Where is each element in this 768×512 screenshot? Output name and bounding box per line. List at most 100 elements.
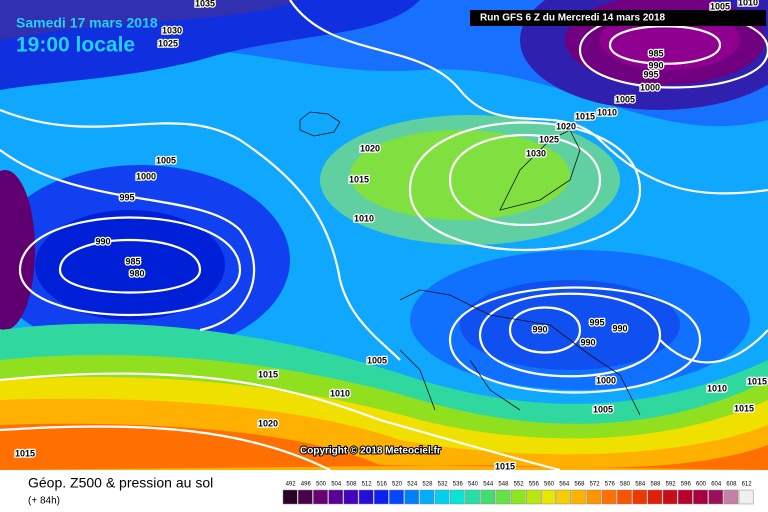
scale-label: 556 [529,482,540,488]
isobar-label: 1015 [495,461,515,471]
footer-title: Géop. Z500 & pression au sol [28,475,213,491]
scale-swatch [328,489,344,505]
scale-label: 544 [483,482,494,488]
scale-label: 564 [559,482,570,488]
scale-swatch [677,489,693,505]
isobar-label: 1010 [354,213,374,223]
scale-label: 540 [468,482,479,488]
scale-swatch [647,489,663,505]
isobar-label: 1005 [593,404,613,414]
scale-label: 568 [574,482,585,488]
scale-swatch [617,489,632,505]
isobar-label: 1005 [615,94,635,104]
isobar-label: 1020 [258,418,278,428]
isobar-label: 1015 [734,403,754,413]
isobar-label: 990 [95,236,110,246]
isobar-label: 995 [589,317,604,327]
scale-swatch [373,489,389,505]
scale-swatch [738,489,754,505]
isobar-label: 1005 [367,355,387,365]
scale-swatch [525,489,541,505]
isobar-label: 995 [643,69,658,79]
scale-swatch [586,489,602,505]
run-label: Run GFS 6 Z du Mercredi 14 mars 2018 [480,13,666,24]
scale-label: 580 [620,482,631,488]
scale-label: 520 [392,482,403,488]
isobar-label: 1005 [156,155,176,165]
scale-label: 604 [711,482,722,488]
scale-swatch [449,489,465,505]
scale-swatch [343,489,359,505]
scale-label: 584 [635,482,646,488]
color-scale: 492 496 500 504 508 512 516 520 524 528 532 536 540 5… [282,482,754,505]
scale-label: 552 [514,482,525,488]
scale-label: 592 [666,482,677,488]
scale-swatch [282,489,298,505]
scale-swatch [708,489,724,505]
isobar-label: 1015 [575,111,595,121]
run-box [470,10,766,26]
isobar-label: 1000 [136,171,156,181]
scale-swatch [419,489,435,505]
isobar-label: 1030 [526,148,546,158]
scale-swatch [297,489,313,505]
isobar-label: 1015 [258,369,278,379]
scale-label: 500 [316,482,327,488]
isobar-label: 990 [648,60,663,70]
footer-lead: (+ 84h) [28,496,60,507]
isobar-label: 990 [532,324,547,334]
scale-swatch [510,489,526,505]
scale-swatch [313,489,328,505]
scale-label: 528 [422,482,433,488]
scale-swatch [495,489,511,505]
scale-label: 588 [650,482,661,488]
time-label: 19:00 locale [16,34,135,57]
scale-swatch [601,489,617,505]
scale-label: 524 [407,482,418,488]
copyright: Copyright © 2018 Meteociel.fr [300,446,441,457]
isobar-label: 1010 [707,383,727,393]
isobar-label: 990 [612,323,627,333]
scale-label: 516 [377,482,388,488]
isobar-label: 1025 [158,38,178,48]
isobar-label: 1020 [556,121,576,131]
scale-swatch [571,489,587,505]
isobar-label: 1030 [162,25,182,35]
scale-label: 512 [362,482,373,488]
scale-swatch [632,489,648,505]
scale-swatch [404,489,420,505]
isobar-label: 985 [648,48,663,58]
isobar-label: 1005 [710,1,730,11]
scale-label: 560 [544,482,555,488]
scale-label: 600 [696,482,707,488]
scale-label: 532 [438,482,449,488]
scale-swatch [693,489,708,505]
scale-swatch [389,489,404,505]
isobar-label: 1010 [597,107,617,117]
scale-label: 536 [453,482,464,488]
isobar-label: 1015 [15,448,35,458]
isobar-label: 1010 [738,0,758,7]
isobar-label: 1010 [330,388,350,398]
scale-label: 596 [681,482,692,488]
isobar-label: 1020 [360,143,380,153]
scale-swatch [434,489,450,505]
isobar-label: 1035 [195,0,215,8]
scale-swatch [662,489,678,505]
isobar-label: 1015 [747,376,767,386]
scale-label: 508 [346,482,357,488]
isobar-label: 1000 [640,82,660,92]
isobar-label: 980 [129,268,144,278]
isobar-label: 1000 [596,375,616,385]
scale-swatch [556,489,572,505]
isobar-label: 990 [580,337,595,347]
isobar-label: 985 [125,256,140,266]
scale-swatch [465,489,480,505]
scale-swatch [723,489,739,505]
scale-label: 504 [331,482,342,488]
scale-label: 576 [605,482,616,488]
scale-label: 608 [726,482,737,488]
scale-label: 612 [742,482,753,488]
